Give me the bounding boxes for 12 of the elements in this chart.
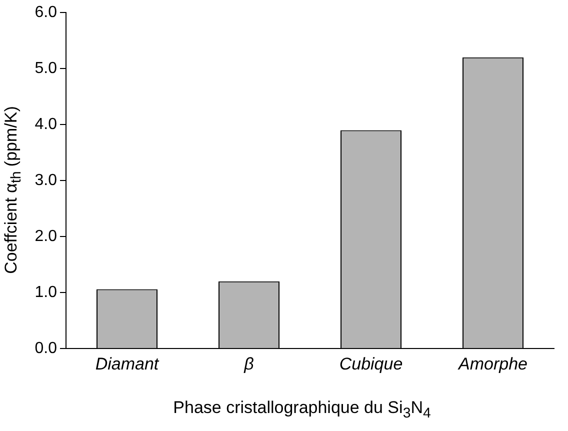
x-tick-label: Cubique	[339, 354, 403, 374]
y-tick-label: 2.0	[34, 228, 58, 246]
x-tick-label: Amorphe	[458, 354, 528, 374]
y-tick-label: 6.0	[34, 4, 58, 22]
y-tick-label: 5.0	[34, 60, 58, 78]
x-tick-label: β	[243, 354, 254, 374]
y-tick-label: 1.0	[34, 284, 58, 302]
y-tick-label: 0.0	[34, 340, 58, 358]
y-tick-label: 3.0	[34, 172, 58, 190]
y-tick-label: 4.0	[34, 116, 58, 134]
x-axis-title: Phase cristallographique du Si$_{3}$N$_{4}$	[172, 398, 432, 422]
x-tick-label: Diamant	[95, 354, 160, 374]
